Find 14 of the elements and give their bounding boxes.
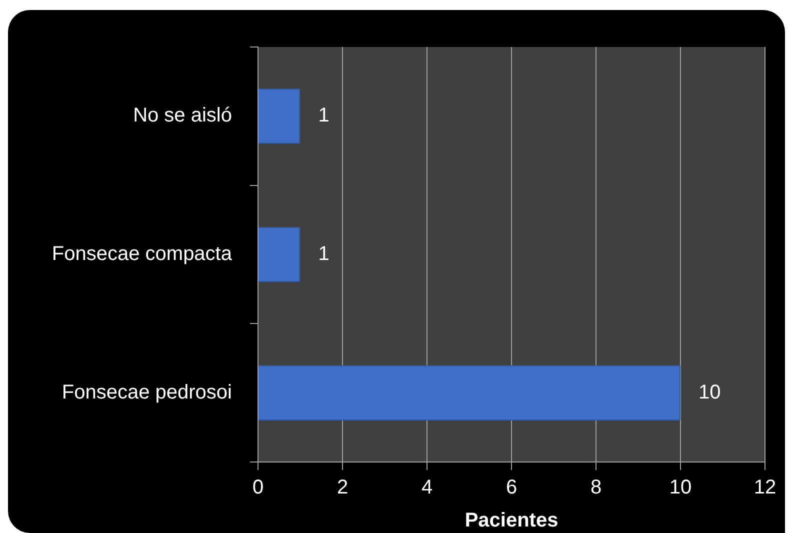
y-tick-label: Fonsecae compacta [52, 243, 233, 266]
y-tick-label: No se aisló [133, 104, 232, 127]
data-label: 1 [318, 243, 330, 266]
data-label: 1 [318, 104, 330, 127]
x-tick-label: 6 [506, 476, 518, 499]
x-tick-label: 10 [669, 476, 692, 499]
data-label: 10 [698, 381, 721, 404]
x-tick-label: 12 [754, 476, 776, 499]
x-axis-title: Pacientes [464, 510, 558, 532]
x-tick-label: 0 [252, 476, 264, 499]
x-tick-label: 2 [336, 476, 348, 499]
y-tick-label: Fonsecae pedrosoi [62, 381, 232, 404]
x-tick-label: 4 [421, 476, 433, 499]
x-tick-label: 8 [590, 476, 602, 499]
